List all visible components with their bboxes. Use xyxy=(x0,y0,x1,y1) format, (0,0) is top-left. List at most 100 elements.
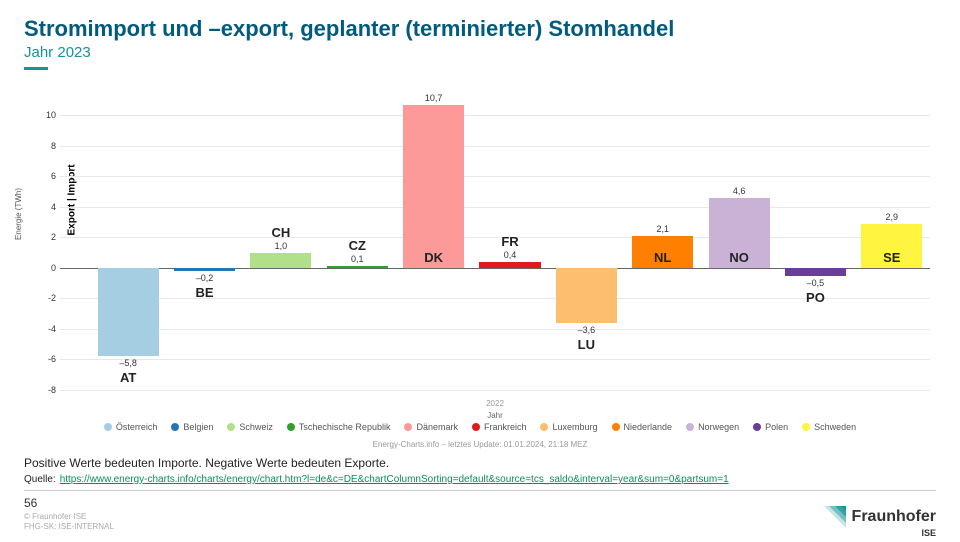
legend-swatch-icon xyxy=(686,423,694,431)
y-tick-label: 4 xyxy=(30,202,56,212)
bar xyxy=(98,268,159,357)
bar-slot: 10,7DK xyxy=(395,100,471,390)
y-tick-label: -4 xyxy=(30,324,56,334)
bar xyxy=(327,266,388,268)
legend-swatch-icon xyxy=(472,423,480,431)
bar-slot: –0,2 BE xyxy=(166,100,242,390)
legend-item: Dänemark xyxy=(404,422,458,432)
fraunhofer-logo: Fraunhofer ISE xyxy=(824,506,936,528)
y-tick-label: 6 xyxy=(30,171,56,181)
legend-swatch-icon xyxy=(612,423,620,431)
bar xyxy=(479,262,540,268)
legend-label: Norwegen xyxy=(698,422,739,432)
bar-country-code: AT xyxy=(90,370,166,385)
bar xyxy=(403,105,464,268)
legend-swatch-icon xyxy=(753,423,761,431)
source-label: Quelle: xyxy=(24,474,56,485)
divider xyxy=(24,490,936,491)
legend-label: Österreich xyxy=(116,422,158,432)
legend-swatch-icon xyxy=(104,423,112,431)
bar-value-label: –0,5 xyxy=(777,278,853,288)
bar-value-label: 0,1 xyxy=(319,254,395,264)
legend-swatch-icon xyxy=(227,423,235,431)
legend-swatch-icon xyxy=(540,423,548,431)
header: Stromimport und –export, geplanter (term… xyxy=(0,0,960,74)
bar-value-label: 1,0 xyxy=(243,241,319,251)
bar xyxy=(556,268,617,323)
bar-value-label: 0,4 xyxy=(472,250,548,260)
y-tick-label: 8 xyxy=(30,141,56,151)
bar-slot: 4,6 NO xyxy=(701,100,777,390)
bar-country-code: NO xyxy=(701,250,777,265)
legend-swatch-icon xyxy=(802,423,810,431)
legend-swatch-icon xyxy=(171,423,179,431)
bar xyxy=(785,268,846,276)
bar-country-code: NL xyxy=(625,250,701,265)
page-number: 56 xyxy=(24,496,37,510)
bar-value-label: 4,6 xyxy=(701,186,777,196)
source-link[interactable]: https://www.energy-charts.info/charts/en… xyxy=(60,474,729,485)
y-tick-label: -8 xyxy=(30,385,56,395)
bar-slot: –0,5 PO xyxy=(777,100,853,390)
legend-label: Dänemark xyxy=(416,422,458,432)
legend-item: Tschechische Republik xyxy=(287,422,391,432)
legend-item: Frankreich xyxy=(472,422,527,432)
bar-value-label: 2,9 xyxy=(854,212,930,222)
bar-country-code: SE xyxy=(854,250,930,265)
legend-item: Norwegen xyxy=(686,422,739,432)
logo-sub: ISE xyxy=(921,528,936,538)
bar-country-code: CZ xyxy=(319,238,395,253)
gridline xyxy=(60,390,930,391)
legend: Österreich Belgien Schweiz Tschechische Rep… xyxy=(0,422,960,432)
legend-swatch-icon xyxy=(287,423,295,431)
bar-slot: –5,8AT xyxy=(90,100,166,390)
legend-label: Niederlande xyxy=(624,422,673,432)
bar-country-code: LU xyxy=(548,337,624,352)
bar-country-code: CH xyxy=(243,225,319,240)
bar-country-code: BE xyxy=(166,285,242,300)
footnote: Positive Werte bedeuten Importe. Negativ… xyxy=(24,456,389,470)
page-title: Stromimport und –export, geplanter (term… xyxy=(24,16,936,42)
legend-item: Luxemburg xyxy=(540,422,597,432)
logo-mark-icon xyxy=(824,506,846,528)
y-tick-label: 10 xyxy=(30,110,56,120)
bar-value-label: 10,7 xyxy=(395,93,471,103)
legend-label: Belgien xyxy=(183,422,213,432)
source-line: Quelle: https://www.energy-charts.info/c… xyxy=(24,474,729,485)
y-tick-label: -6 xyxy=(30,354,56,364)
bar-slot: 2,1 NL xyxy=(625,100,701,390)
legend-item: Schweiz xyxy=(227,422,273,432)
bar-value-label: 2,1 xyxy=(625,224,701,234)
legend-label: Frankreich xyxy=(484,422,527,432)
y-tick-label: 0 xyxy=(30,263,56,273)
bar-country-code: FR xyxy=(472,234,548,249)
legend-item: Polen xyxy=(753,422,788,432)
legend-label: Schweden xyxy=(814,422,856,432)
bar xyxy=(250,253,311,268)
bar-value-label: –3,6 xyxy=(548,325,624,335)
legend-item: Schweden xyxy=(802,422,856,432)
y-tick-label: -2 xyxy=(30,293,56,303)
bar-slot: 2,9 SE xyxy=(854,100,930,390)
bar-slot: 0,1CZ xyxy=(319,100,395,390)
legend-label: Schweiz xyxy=(239,422,273,432)
copyright: © Fraunhofer ISE FHG-SK: ISE-INTERNAL xyxy=(24,512,114,531)
legend-label: Tschechische Republik xyxy=(299,422,391,432)
bar xyxy=(174,268,235,271)
legend-item: Niederlande xyxy=(612,422,673,432)
chart-credit: Energy-Charts.info – letztes Update: 01.… xyxy=(0,440,960,449)
x-axis-title: Jahr xyxy=(487,411,503,420)
y-tick-label: 2 xyxy=(30,232,56,242)
bar-country-code: PO xyxy=(777,290,853,305)
chart-area: 2022 Jahr -8-6-4-20246810–5,8AT–0,2BE1,0… xyxy=(60,100,930,390)
y-axis-title: Energie (TWh) xyxy=(14,188,23,240)
page-subtitle: Jahr 2023 xyxy=(24,44,936,61)
bar-value-label: –0,2 xyxy=(166,273,242,283)
legend-swatch-icon xyxy=(404,423,412,431)
legend-item: Österreich xyxy=(104,422,158,432)
legend-label: Polen xyxy=(765,422,788,432)
legend-item: Belgien xyxy=(171,422,213,432)
legend-label: Luxemburg xyxy=(552,422,597,432)
logo-text: Fraunhofer xyxy=(852,508,936,526)
bar-slot: 1,0CH xyxy=(243,100,319,390)
